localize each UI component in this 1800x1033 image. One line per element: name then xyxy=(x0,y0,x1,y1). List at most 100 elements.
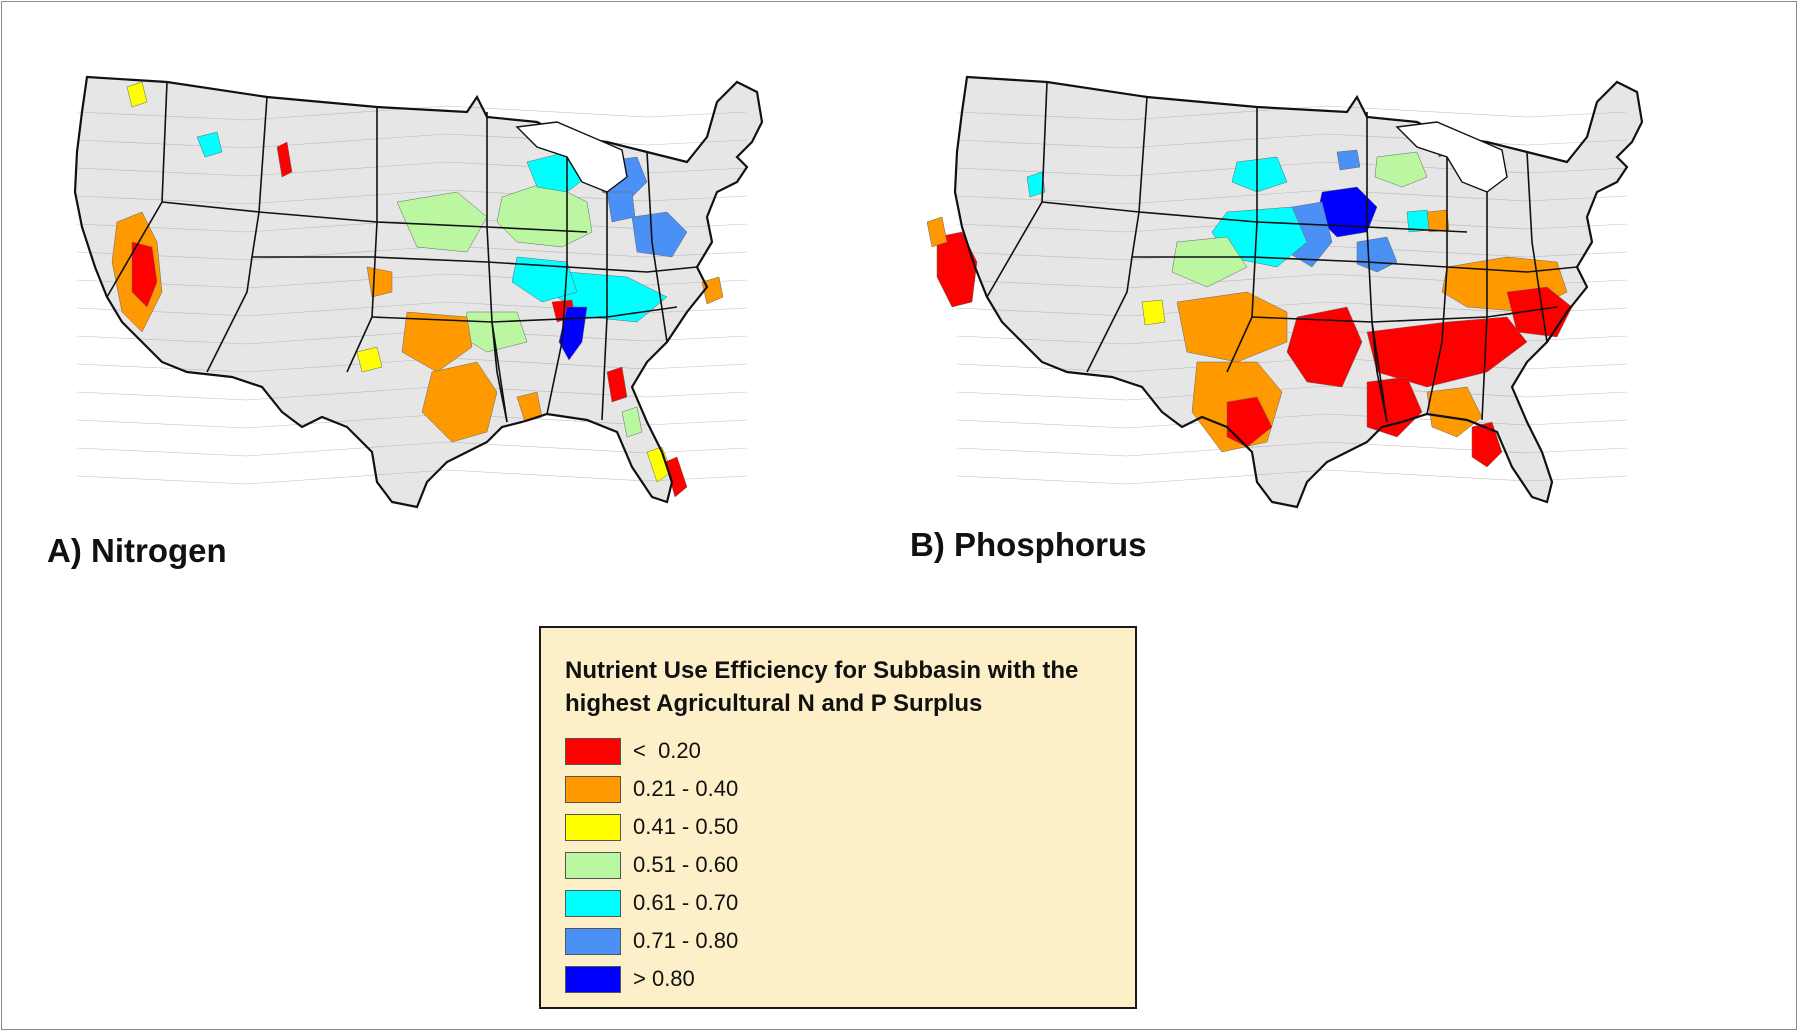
state-boundary xyxy=(206,256,253,373)
legend-label: > 0.80 xyxy=(633,966,695,991)
state-boundary xyxy=(486,112,508,423)
subbasin-line xyxy=(76,301,748,317)
subbasin-patch xyxy=(936,231,978,308)
legend-box: Nutrient Use Efficiency for Subbasin wit… xyxy=(539,626,1137,1009)
state-boundary xyxy=(546,137,568,415)
great-lakes xyxy=(1395,121,1508,193)
state-boundary xyxy=(252,256,568,268)
legend-list: < 0.20 0.21 - 0.40 0.41 - 0.50 0.51 - 0.… xyxy=(565,732,738,998)
subbasin-patch xyxy=(1374,151,1428,188)
state-boundary xyxy=(1132,256,1448,268)
subbasin-patch xyxy=(1171,236,1248,288)
state-boundary xyxy=(1526,151,1548,343)
subbasin-patch xyxy=(1141,299,1166,326)
subbasin-patch xyxy=(356,346,383,373)
state-boundary xyxy=(1371,321,1388,423)
subbasin-patch xyxy=(421,361,498,443)
legend-swatch xyxy=(565,737,621,765)
legend-item: 0.51 - 0.60 xyxy=(565,846,738,884)
legend-swatch xyxy=(565,851,621,879)
subbasin-patch xyxy=(1366,316,1528,388)
legend-item: 0.41 - 0.50 xyxy=(565,808,738,846)
state-boundary xyxy=(1481,142,1488,421)
legend-label: < 0.20 xyxy=(633,738,701,763)
legend-item: 0.21 - 0.40 xyxy=(565,770,738,808)
us-outline xyxy=(73,75,764,509)
subbasin-line xyxy=(956,385,1628,401)
state-boundary xyxy=(1226,107,1258,373)
subbasin-patch xyxy=(1426,386,1483,438)
subbasin-patch xyxy=(1426,209,1450,233)
subbasin-patch xyxy=(1026,171,1046,198)
state-boundary xyxy=(1251,306,1558,323)
legend-item: 0.71 - 0.80 xyxy=(565,922,738,960)
legend-item: < 0.20 xyxy=(565,732,738,770)
phosphorus-map-svg xyxy=(927,75,1644,509)
subbasin-patch xyxy=(606,366,628,403)
subbasin-line xyxy=(956,413,1628,429)
state-boundary xyxy=(646,151,668,343)
subbasin-patch xyxy=(1286,306,1363,388)
map-label-phosphorus: B) Phosphorus xyxy=(910,526,1147,563)
legend-item: > 0.80 xyxy=(565,960,738,998)
subbasin-patch xyxy=(1336,149,1361,171)
subbasin-patch xyxy=(558,306,588,361)
state-boundary xyxy=(371,306,678,323)
legend-label: 0.21 - 0.40 xyxy=(633,776,739,801)
subbasin-line xyxy=(956,469,1628,485)
subbasin-patch xyxy=(1226,396,1273,448)
map-nitrogen xyxy=(47,42,877,582)
map-label-nitrogen: A) Nitrogen xyxy=(47,532,227,569)
subbasin-patch xyxy=(516,391,543,423)
subbasin-patch xyxy=(631,211,688,258)
subbasin-patch xyxy=(276,141,293,178)
subbasin-line xyxy=(76,133,748,149)
map-phosphorus xyxy=(927,42,1757,582)
legend-swatch xyxy=(565,889,621,917)
legend-swatch xyxy=(565,775,621,803)
subbasin-patch xyxy=(1506,286,1573,338)
legend-label: 0.61 - 0.70 xyxy=(633,890,739,915)
subbasin-line xyxy=(956,161,1628,177)
subbasin-patch xyxy=(396,191,488,253)
legend-label: 0.71 - 0.80 xyxy=(633,928,739,953)
subbasin-patch xyxy=(401,311,473,373)
subbasin-line xyxy=(956,105,1628,121)
subbasin-line xyxy=(956,441,1628,457)
state-boundary xyxy=(566,266,698,273)
subbasin-patch xyxy=(1231,156,1288,193)
state-boundary xyxy=(346,107,378,373)
legend-swatch xyxy=(565,813,621,841)
great-lakes xyxy=(515,121,628,193)
state-boundary xyxy=(1086,256,1133,373)
us-outline xyxy=(953,75,1644,509)
subbasin-line xyxy=(76,105,748,121)
subbasin-patch xyxy=(131,241,158,308)
subbasin-patch xyxy=(927,216,948,248)
nitrogen-map-svg xyxy=(73,75,764,509)
subbasin-patch xyxy=(606,191,636,223)
state-boundary xyxy=(1446,266,1578,273)
state-boundary xyxy=(491,321,508,423)
legend-title: Nutrient Use Efficiency for Subbasin wit… xyxy=(565,657,1079,717)
state-boundary xyxy=(1366,112,1388,423)
subbasin-patch xyxy=(621,406,643,438)
legend-swatch xyxy=(565,927,621,955)
legend-item: 0.61 - 0.70 xyxy=(565,884,738,922)
state-boundary xyxy=(601,142,608,421)
subbasin-line xyxy=(76,161,748,177)
subbasin-patch xyxy=(196,131,223,158)
subbasin-patch xyxy=(1471,421,1503,468)
subbasin-patch xyxy=(511,256,578,303)
subbasin-line xyxy=(956,189,1628,205)
subbasin-line xyxy=(76,441,748,457)
subbasin-line xyxy=(956,133,1628,149)
subbasin-patch xyxy=(1176,291,1288,363)
subbasin-line xyxy=(76,189,748,205)
subbasin-patch xyxy=(701,276,724,305)
legend-label: 0.41 - 0.50 xyxy=(633,814,739,839)
subbasin-line xyxy=(76,273,748,289)
legend-label: 0.51 - 0.60 xyxy=(633,852,739,877)
state-boundary xyxy=(1426,137,1448,415)
